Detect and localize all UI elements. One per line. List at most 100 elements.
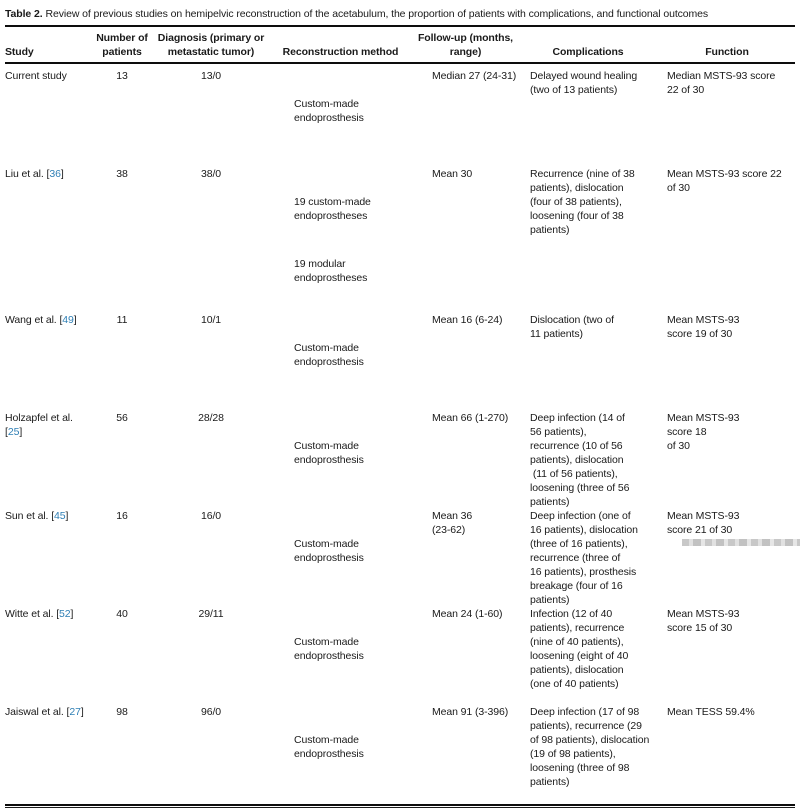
table-caption: Table 2. Review of previous studies on he… xyxy=(5,7,795,21)
reconstruction-text: Custom-made endoprosthesis xyxy=(294,538,364,564)
citation-number: 49 xyxy=(62,314,74,326)
complications-cell: Dislocation (two of 11 patients) xyxy=(530,314,614,340)
study-label: Wang et al. xyxy=(5,314,60,326)
citation-bracket-close: ] xyxy=(70,608,74,620)
col-header-reconstruction: Reconstruction method xyxy=(267,27,414,64)
study-label: Liu et al. xyxy=(5,168,47,180)
complications-cell: Recurrence (nine of 38 patients), disloc… xyxy=(530,168,635,236)
function-cell: Mean MSTS-93 score 15 of 30 xyxy=(667,608,740,634)
followup-cell: Mean 24 (1-60) xyxy=(432,608,503,620)
reconstruction-text: Custom-made endoprosthesis xyxy=(294,440,364,466)
patients-cell: 13 xyxy=(116,70,128,82)
followup-cell: Mean 36 (23-62) xyxy=(432,510,473,536)
table-row: Witte et al. [52] 40 29/11 Custom-made e… xyxy=(5,607,795,705)
reconstruction-text: Custom-made endoprosthesis xyxy=(294,98,364,124)
reconstruction-text: 19 custom-made endoprostheses xyxy=(294,196,371,222)
citation-bracket-open: [ xyxy=(46,168,50,180)
reconstruction-cell: Custom-made endoprosthesis xyxy=(267,63,414,167)
study-label: Jaiswal et al. xyxy=(5,706,67,718)
function-cell: Median MSTS-93 score 22 of 30 xyxy=(667,70,776,96)
patients-cell: 11 xyxy=(116,314,128,326)
study-cell: Current study[] xyxy=(5,63,89,167)
patients-cell: 38 xyxy=(116,168,128,180)
table-row: Current study[] 13 13/0 Custom-made endo… xyxy=(5,63,795,167)
reconstruction-text: Custom-made endoprosthesis xyxy=(294,636,364,662)
studies-table: Study Number of patients Diagnosis (prim… xyxy=(5,27,795,803)
followup-cell: Mean 16 (6-24) xyxy=(432,314,503,326)
citation-number: 27 xyxy=(69,706,81,718)
top-rule xyxy=(5,25,795,27)
function-cell: Mean MSTS-93 score 19 of 30 xyxy=(667,314,740,340)
reconstruction-cell: Custom-made endoprosthesis xyxy=(267,509,414,607)
citation-bracket-close: ] xyxy=(65,510,69,522)
complications-cell: Delayed wound healing (two of 13 patient… xyxy=(530,70,638,96)
table-row: Jaiswal et al. [27] 98 96/0 Custom-made … xyxy=(5,705,795,803)
study-label: Witte et al. xyxy=(5,608,57,620)
col-header-function: Function xyxy=(659,27,795,64)
citation-link[interactable]: [25] xyxy=(5,426,22,438)
reconstruction-cell: Custom-made endoprosthesis xyxy=(267,607,414,705)
col-header-complications: Complications xyxy=(517,27,659,64)
study-label: Current study xyxy=(5,70,67,82)
diagnosis-cell: 96/0 xyxy=(200,706,222,718)
followup-cell: Mean 66 (1-270) xyxy=(432,412,509,424)
table-caption-text: Review of previous studies on hemipelvic… xyxy=(45,8,709,20)
col-header-patients: Number of patients xyxy=(89,27,155,64)
study-label: Holzapfel et al. xyxy=(5,412,73,424)
table-row: Wang et al. [49] 11 10/1 Custom-made end… xyxy=(5,313,795,411)
citation-bracket-close: ] xyxy=(80,706,84,718)
diagnosis-cell: 13/0 xyxy=(200,70,222,82)
citation-number: 52 xyxy=(59,608,71,620)
table-number-label: Table 2. xyxy=(5,8,43,20)
followup-cell: Median 27 (24-31) xyxy=(432,70,517,82)
reconstruction-text: Custom-made endoprosthesis xyxy=(294,734,364,760)
patients-cell: 98 xyxy=(116,706,128,718)
col-header-study: Study xyxy=(5,27,89,64)
function-cell: Mean TESS 59.4% xyxy=(667,706,755,718)
table-row: Liu et al. [36] 38 38/0 19 custom-made e… xyxy=(5,167,795,313)
citation-bracket-open: [ xyxy=(59,314,63,326)
diagnosis-cell: 10/1 xyxy=(200,314,222,326)
citation-bracket-close: ] xyxy=(73,314,77,326)
reconstruction-cell: 19 custom-made endoprostheses 19 modular… xyxy=(267,167,414,313)
citation-link[interactable]: [52] xyxy=(56,608,73,620)
citation-link[interactable]: [49] xyxy=(59,314,76,326)
citation-bracket-close: ] xyxy=(60,168,64,180)
citation-bracket-open: [ xyxy=(5,426,8,438)
reconstruction-text-2: 19 modular endoprostheses xyxy=(294,258,368,284)
patients-cell: 16 xyxy=(116,510,128,522)
citation-number: 45 xyxy=(54,510,66,522)
diagnosis-cell: 28/28 xyxy=(198,412,224,424)
citation-link[interactable]: [27] xyxy=(67,706,84,718)
citation-number: 36 xyxy=(49,168,61,180)
patients-cell: 40 xyxy=(116,608,128,620)
diagnosis-cell: 29/11 xyxy=(198,608,224,620)
study-cell: Jaiswal et al. [27] xyxy=(5,705,89,803)
function-cell: Mean MSTS-93 score 21 of 30 xyxy=(667,510,740,536)
citation-bracket-open: [ xyxy=(51,510,55,522)
study-cell: Holzapfel et al. [25] xyxy=(5,411,89,509)
study-cell: Wang et al. [49] xyxy=(5,313,89,411)
citation-bracket-close: ] xyxy=(19,426,23,438)
table-row: Sun et al. [45] 16 16/0 Custom-made endo… xyxy=(5,509,795,607)
complications-cell: Deep infection (17 of 98 patients), recu… xyxy=(530,706,650,788)
paper-page: Table 2. Review of previous studies on he… xyxy=(5,7,800,808)
citation-number: 25 xyxy=(7,426,20,438)
reconstruction-cell: Custom-made endoprosthesis xyxy=(267,313,414,411)
study-label: Sun et al. xyxy=(5,510,52,522)
complications-cell: Deep infection (14 of 56 patients), recu… xyxy=(530,412,630,508)
study-cell: Sun et al. [45] xyxy=(5,509,89,607)
study-cell: Witte et al. [52] xyxy=(5,607,89,705)
followup-cell: Mean 30 xyxy=(432,168,473,180)
citation-link[interactable]: [45] xyxy=(51,510,68,522)
citation-link[interactable]: [36] xyxy=(47,168,64,180)
col-header-followup: Follow-up (months, range) xyxy=(414,27,517,64)
followup-cell: Mean 91 (3-396) xyxy=(432,706,509,718)
reconstruction-cell: Custom-made endoprosthesis xyxy=(267,705,414,803)
patients-cell: 56 xyxy=(116,412,128,424)
reconstruction-cell: Custom-made endoprosthesis xyxy=(267,411,414,509)
diagnosis-cell: 38/0 xyxy=(200,168,222,180)
bottom-rule xyxy=(5,804,795,808)
col-header-diagnosis: Diagnosis (primary or metastatic tumor) xyxy=(155,27,267,64)
table-row: Holzapfel et al. [25] 56 28/28 Custom-ma… xyxy=(5,411,795,509)
